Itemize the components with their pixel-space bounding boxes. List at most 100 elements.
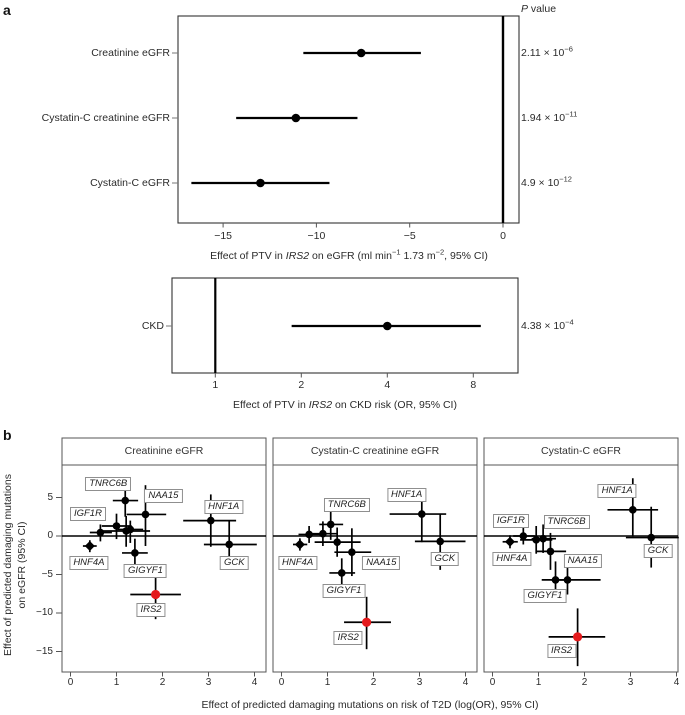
scatter-point xyxy=(436,537,445,546)
scatter-point xyxy=(207,516,215,525)
scatter-point xyxy=(546,547,555,556)
forest-row-label: Cystatin-C eGFR xyxy=(90,177,170,189)
plot-box xyxy=(272,437,478,673)
scatter-point xyxy=(418,510,426,518)
scatter-point xyxy=(337,569,346,577)
scatter-point-diamond xyxy=(294,539,305,550)
p-value: 4.9 × 10−12 xyxy=(521,174,572,189)
forest-row-label: CKD xyxy=(141,320,164,332)
x-tick-label: 1 xyxy=(113,677,120,688)
scatter-point xyxy=(141,510,150,519)
gene-label: IRS2 xyxy=(136,602,166,617)
panel-title: Cystatin-C eGFR xyxy=(541,445,621,457)
x-tick-label: 0 xyxy=(500,230,506,242)
x-tick-label: 2 xyxy=(159,677,166,688)
gene-label: TNRC6B xyxy=(85,477,132,492)
panel-b-scatter-plots: Effect of predicted damaging mutations on… xyxy=(0,425,685,715)
scatter-point xyxy=(647,533,655,542)
x-tick-label: 1 xyxy=(212,379,219,391)
scatter-point xyxy=(326,520,335,529)
p-value: 1.94 × 10−11 xyxy=(521,109,578,124)
scatter-point xyxy=(539,534,547,543)
gene-label: TNRC6B xyxy=(323,498,370,513)
gene-label: HNF4A xyxy=(278,555,318,570)
forest-plots-svg xyxy=(166,15,520,378)
y-axis-label: Effect of predicted damaging mutations xyxy=(2,474,14,656)
gene-label: IGF1R xyxy=(492,513,529,528)
scatter-point xyxy=(519,532,528,540)
x-tick-label: 4 xyxy=(462,677,469,688)
x-tick-label: −15 xyxy=(214,230,232,242)
gene-label: GCK xyxy=(643,543,673,558)
gene-label: NAA15 xyxy=(144,488,183,503)
x-tick-label: 3 xyxy=(416,677,423,688)
x-tick-label: 0 xyxy=(278,677,285,688)
y-axis-label: on eGFR (95% CI) xyxy=(16,522,28,609)
scatter-point xyxy=(629,506,637,514)
forest-point xyxy=(383,321,392,331)
gene-label: GIGYF1 xyxy=(124,563,167,578)
forest-point xyxy=(256,178,265,188)
x-tick-label: 0 xyxy=(489,677,496,688)
x-tick-label: 4 xyxy=(251,677,258,688)
forest-point xyxy=(291,113,301,123)
y-tick-label: −10 xyxy=(36,607,53,618)
scatter-point xyxy=(225,540,233,549)
panel-title: Cystatin-C creatinine eGFR xyxy=(310,445,440,457)
gene-label: IGF1R xyxy=(69,507,106,522)
p-value: 2.11 × 10−6 xyxy=(521,44,573,59)
x-tick-label: 4 xyxy=(384,379,391,391)
scatter-point xyxy=(551,576,560,584)
gene-label: IRS2 xyxy=(546,643,577,658)
x-tick-label: 0 xyxy=(67,677,74,688)
plot-box xyxy=(177,15,520,224)
gene-label: GCK xyxy=(219,555,249,570)
gene-label: GIGYF1 xyxy=(322,583,366,598)
x-tick-label: 2 xyxy=(298,379,305,391)
gene-label: HNF1A xyxy=(204,499,244,514)
panel-a-forest-plots: −15 −10 −5 0 Creatinine eGFR 2.11 × 10−6 Cysta… xyxy=(41,3,578,411)
gene-label: NAA15 xyxy=(362,555,401,570)
y-tick-label: −15 xyxy=(36,645,53,657)
forest-row-label: Cystatin-C creatinine eGFR xyxy=(41,112,170,124)
scatter-point-highlight xyxy=(151,589,161,600)
scatter-point-highlight xyxy=(573,632,583,642)
plot-box xyxy=(483,437,679,673)
gene-label: HNF4A xyxy=(69,555,109,570)
forest-point xyxy=(356,48,366,58)
x-tick-label: 1 xyxy=(535,677,542,688)
panel-title: Creatinine eGFR xyxy=(124,445,204,457)
plot-box xyxy=(61,437,267,673)
gene-label: IRS2 xyxy=(333,631,363,646)
y-tick-label: −5 xyxy=(41,568,53,580)
scatter-point xyxy=(121,496,130,505)
scatter-plots-svg: Effect of predicted damaging mutations on… xyxy=(2,437,679,677)
scatter-point xyxy=(112,522,121,530)
x-tick-label: 3 xyxy=(627,677,634,688)
p-value-header: P value xyxy=(521,3,557,15)
scatter-point xyxy=(131,549,139,557)
scatter-point xyxy=(532,536,540,544)
x-tick-label: −10 xyxy=(307,230,326,242)
y-tick-label: 0 xyxy=(47,530,53,541)
scatter-point xyxy=(333,538,341,546)
forest-row-label: Creatinine eGFR xyxy=(91,47,170,59)
scatter-point xyxy=(126,525,135,534)
x-axis-label: Effect of PTV in IRS2 on eGFR (ml min−1 … xyxy=(210,247,488,262)
x-tick-label: 8 xyxy=(470,379,477,391)
x-tick-label: 3 xyxy=(205,677,212,688)
x-axis-label: Effect of predicted damaging mutations o… xyxy=(201,699,539,711)
scatter-point xyxy=(563,576,572,584)
x-tick-label: 2 xyxy=(370,677,377,688)
p-value: 4.38 × 10−4 xyxy=(521,317,574,332)
y-tick-label: 5 xyxy=(47,491,53,503)
panel-a-marker: a xyxy=(3,2,11,18)
x-tick-label: 2 xyxy=(581,677,588,688)
scatter-point-diamond xyxy=(504,536,515,547)
gene-label: HNF4A xyxy=(492,552,532,567)
x-tick-label: 1 xyxy=(324,677,331,688)
scatter-point xyxy=(319,529,327,538)
panel-b-marker: b xyxy=(3,427,12,443)
gene-label: HNF1A xyxy=(387,488,427,503)
